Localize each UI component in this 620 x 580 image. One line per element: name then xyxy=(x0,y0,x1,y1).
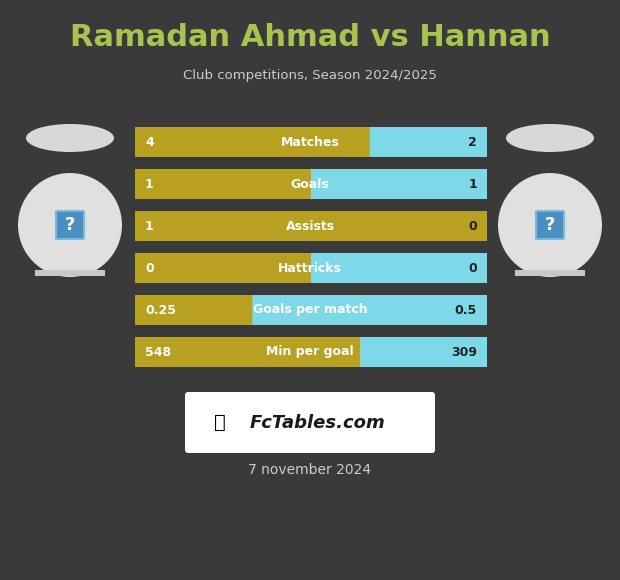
Bar xyxy=(35,270,105,276)
Text: Goals per match: Goals per match xyxy=(253,303,367,317)
Text: 0: 0 xyxy=(468,219,477,233)
Text: 0.5: 0.5 xyxy=(454,303,477,317)
FancyBboxPatch shape xyxy=(135,337,487,367)
FancyBboxPatch shape xyxy=(536,211,564,239)
FancyBboxPatch shape xyxy=(135,253,487,283)
FancyBboxPatch shape xyxy=(135,295,487,325)
Text: FcTables.com: FcTables.com xyxy=(250,414,386,432)
Text: ?: ? xyxy=(545,216,555,234)
Text: Hattricks: Hattricks xyxy=(278,262,342,274)
Ellipse shape xyxy=(506,124,594,152)
Text: 548: 548 xyxy=(145,346,171,358)
FancyBboxPatch shape xyxy=(135,127,370,157)
Text: 0.25: 0.25 xyxy=(145,303,176,317)
Text: 4: 4 xyxy=(145,136,154,148)
Text: Assists: Assists xyxy=(285,219,335,233)
Text: 📊: 📊 xyxy=(214,413,226,432)
Text: 1: 1 xyxy=(145,177,154,190)
Text: Goals: Goals xyxy=(291,177,329,190)
Text: Ramadan Ahmad vs Hannan: Ramadan Ahmad vs Hannan xyxy=(69,24,551,53)
Text: 1: 1 xyxy=(468,177,477,190)
FancyBboxPatch shape xyxy=(135,169,487,199)
FancyBboxPatch shape xyxy=(185,392,435,453)
Text: 1: 1 xyxy=(145,219,154,233)
Circle shape xyxy=(498,173,602,277)
FancyBboxPatch shape xyxy=(135,295,252,325)
Text: 309: 309 xyxy=(451,346,477,358)
FancyBboxPatch shape xyxy=(135,127,487,157)
Text: 2: 2 xyxy=(468,136,477,148)
Text: 0: 0 xyxy=(468,262,477,274)
FancyBboxPatch shape xyxy=(135,211,487,241)
Circle shape xyxy=(18,173,122,277)
FancyBboxPatch shape xyxy=(135,337,360,367)
Text: 0: 0 xyxy=(145,262,154,274)
Text: Matches: Matches xyxy=(281,136,339,148)
Text: ?: ? xyxy=(65,216,75,234)
Text: Min per goal: Min per goal xyxy=(266,346,354,358)
Ellipse shape xyxy=(26,124,114,152)
FancyBboxPatch shape xyxy=(56,211,84,239)
FancyBboxPatch shape xyxy=(135,253,311,283)
FancyBboxPatch shape xyxy=(135,169,311,199)
Text: 7 november 2024: 7 november 2024 xyxy=(249,463,371,477)
Text: Club competitions, Season 2024/2025: Club competitions, Season 2024/2025 xyxy=(183,68,437,82)
FancyBboxPatch shape xyxy=(135,211,487,241)
Bar xyxy=(515,270,585,276)
